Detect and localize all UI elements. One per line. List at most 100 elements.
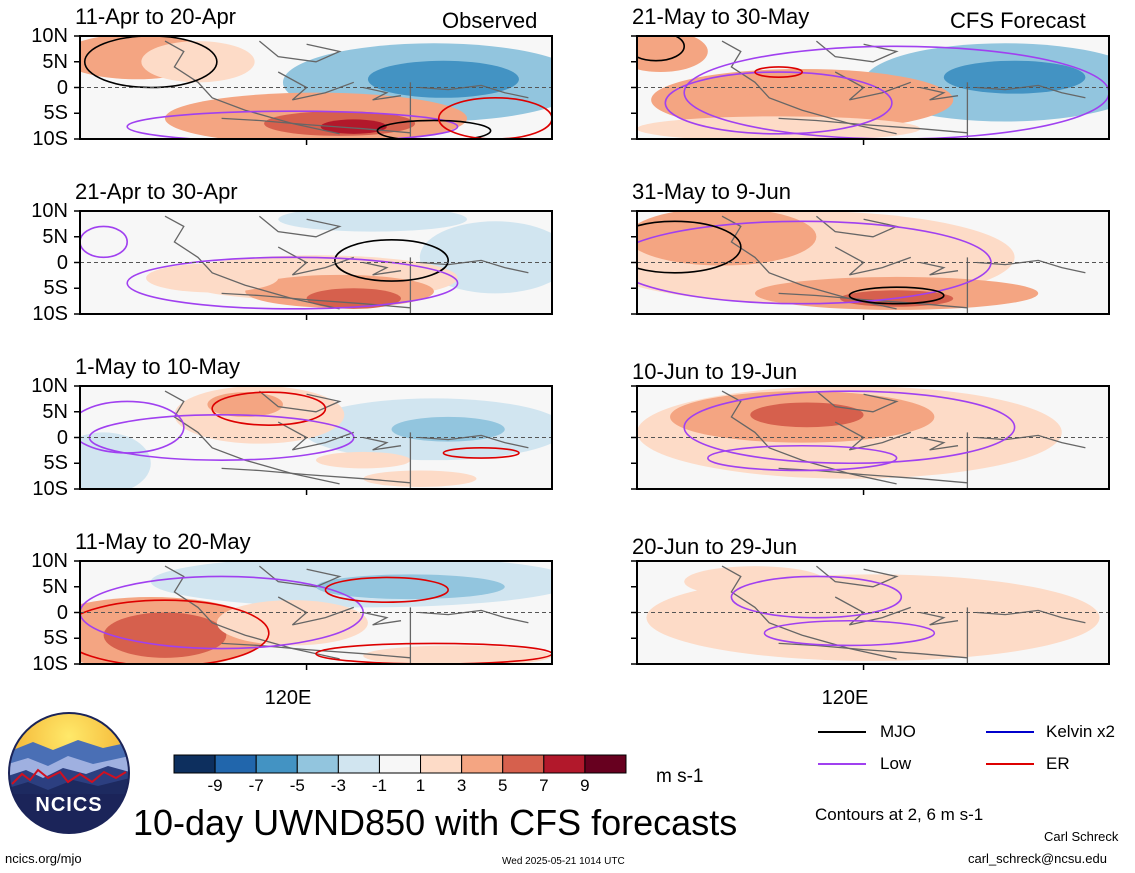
contour-line — [664, 71, 893, 135]
coastline — [419, 84, 529, 99]
ytick-label: 10N — [31, 200, 68, 222]
panel-title-obs-4: 11-May to 20-May — [75, 529, 251, 554]
shading-blob — [103, 612, 227, 658]
author-email[interactable]: carl_schreck@ncsu.edu — [968, 851, 1107, 866]
ytick-label: 5N — [42, 50, 68, 73]
ytick-label: 5S — [43, 452, 68, 475]
contour-line — [754, 66, 804, 79]
coastline — [815, 215, 899, 238]
ytick-label: 5S — [43, 627, 68, 650]
coastline — [920, 436, 959, 451]
main-title: 10-day UWND850 with CFS forecasts — [133, 802, 738, 843]
shading-blob — [320, 119, 387, 134]
contour-line — [80, 599, 270, 664]
coastline — [815, 390, 899, 413]
coastline — [277, 421, 355, 451]
coastline — [277, 596, 355, 626]
shading-blob — [306, 288, 401, 309]
coastline — [419, 434, 529, 449]
panel-title-obs-1: 11-Apr to 20-Apr — [75, 4, 237, 29]
coastline — [419, 609, 529, 624]
ytick-label: 10N — [31, 25, 68, 47]
panel-title-fcst-3: 10-Jun to 19-Jun — [632, 359, 798, 384]
coastline — [834, 71, 912, 101]
legend-kelvin-line — [986, 731, 1034, 733]
contour-line — [442, 447, 520, 459]
coastline — [778, 117, 968, 134]
legend-er-label: ER — [1046, 754, 1070, 773]
shading-blob — [367, 60, 519, 98]
contour-line — [730, 575, 903, 619]
ytick-label: 5S — [43, 102, 68, 125]
coastline — [976, 84, 1086, 99]
contour-line — [315, 642, 552, 664]
contour-line — [80, 400, 185, 454]
coastline — [834, 421, 912, 451]
coastline — [221, 117, 411, 134]
ytick-label: 0 — [56, 426, 68, 449]
colorbar-swatch — [173, 754, 216, 774]
ytick-label: 10S — [32, 128, 68, 150]
contour-line — [211, 391, 327, 426]
contour-note: Contours at 2, 6 m s-1 — [815, 805, 984, 824]
legend-mjo-label: MJO — [880, 722, 916, 741]
coastline — [976, 609, 1086, 624]
colorbar-tick-label: 9 — [580, 776, 590, 795]
ytick-label: 10N — [31, 550, 68, 572]
coastline — [221, 467, 411, 484]
ytick-label: 10S — [32, 653, 68, 675]
shading-blob — [637, 36, 708, 73]
coastline — [976, 259, 1086, 274]
panel-title-fcst-1: 21-May to 30-May — [632, 4, 810, 29]
contour-line — [334, 239, 449, 282]
coastline — [363, 436, 402, 451]
shading-blob — [363, 470, 477, 487]
ytick-label: 10S — [32, 303, 68, 325]
cfs-forecast-label: CFS Forecast — [950, 8, 1086, 33]
coastline — [363, 611, 402, 626]
website-link[interactable]: ncics.org/mjo — [5, 851, 82, 866]
ytick-label: 5S — [43, 277, 68, 300]
ytick-label: 0 — [56, 601, 68, 624]
coastline — [258, 215, 342, 238]
contour-line — [126, 110, 459, 139]
shading-blob — [207, 392, 283, 417]
ytick-label: 5N — [42, 575, 68, 598]
coastline — [721, 390, 897, 485]
contour-line — [637, 36, 685, 62]
contour-line — [324, 576, 449, 604]
coastline — [164, 40, 340, 135]
panel-title-obs-3: 1-May to 10-May — [75, 354, 241, 379]
timestamp: Wed 2025-05-21 1014 UTC — [502, 856, 625, 867]
legend-low-line — [818, 763, 866, 765]
contour-line — [126, 256, 459, 310]
coastline — [778, 642, 968, 659]
shading-blob — [146, 263, 279, 293]
colorbar-tick-label: 5 — [497, 776, 508, 795]
colorbar-swatch — [543, 754, 586, 774]
coastline — [815, 40, 899, 63]
contour-line — [848, 286, 945, 305]
coastline — [976, 434, 1086, 449]
colorbar-tick-label: -1 — [371, 776, 388, 795]
coastline — [164, 390, 340, 485]
shading-blob — [316, 451, 411, 469]
colorbar-tick-label: 1 — [415, 776, 426, 795]
contour-line — [80, 225, 128, 259]
coastline — [834, 596, 912, 626]
coastline — [721, 565, 897, 660]
colorbar-tick-label: -5 — [289, 776, 305, 795]
ytick-label: 0 — [56, 251, 68, 274]
colorbar-swatch — [420, 754, 463, 774]
ytick-label: 0 — [56, 76, 68, 99]
coastline — [721, 40, 897, 135]
contour-line — [706, 444, 898, 472]
coastline — [920, 261, 959, 276]
logo-text: NCICS — [35, 794, 103, 816]
coastline — [258, 390, 342, 413]
colorbar-swatch — [461, 754, 504, 774]
legend-mjo-line — [818, 731, 866, 733]
contour-line — [637, 220, 742, 274]
coastline — [221, 642, 411, 659]
